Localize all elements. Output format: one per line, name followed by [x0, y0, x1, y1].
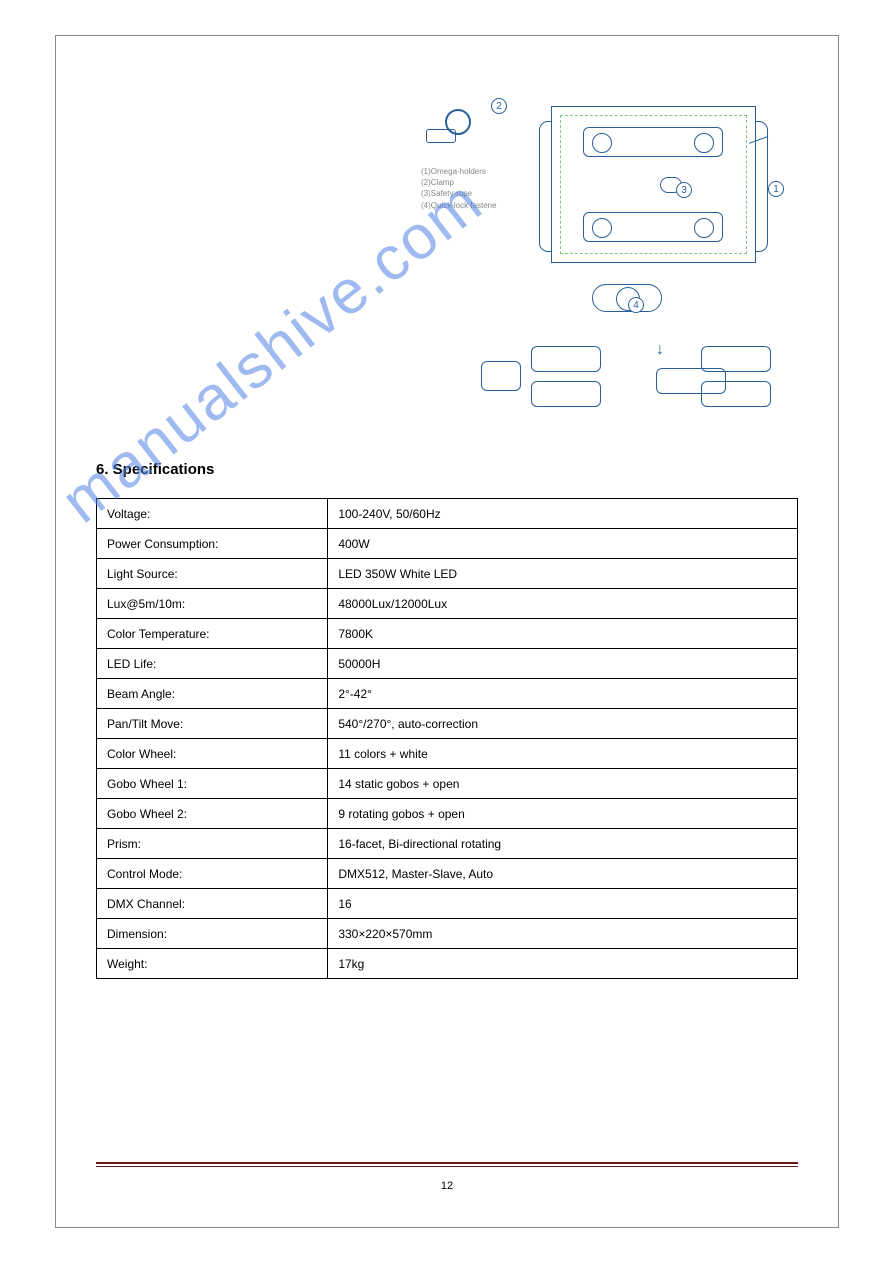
- spec-value: 9 rotating gobos + open: [328, 799, 798, 829]
- spec-value: 16: [328, 889, 798, 919]
- table-row: Gobo Wheel 1:14 static gobos + open: [97, 769, 798, 799]
- quicklock-fastener-icon: [592, 284, 662, 312]
- spec-value: 16-facet, Bi-directional rotating: [328, 829, 798, 859]
- legend-line: (3)Safety-rope: [421, 188, 497, 199]
- spec-value: 17kg: [328, 949, 798, 979]
- callout-2: 2: [491, 98, 507, 114]
- spec-value: 400W: [328, 529, 798, 559]
- page-border: 2 (1)Omega-holders (2)Clamp (3)Safety-ro…: [55, 35, 839, 1228]
- spec-value: 540°/270°, auto-correction: [328, 709, 798, 739]
- omega-holder-icon: [583, 212, 723, 242]
- page-number: 12: [441, 1180, 453, 1192]
- housing-box: [551, 106, 756, 263]
- table-row: Light Source:LED 350W White LED: [97, 559, 798, 589]
- diagram-image: 2 (1)Omega-holders (2)Clamp (3)Safety-ro…: [416, 96, 776, 416]
- legend-line: (4)Quick-lock fastene: [421, 200, 497, 211]
- spec-value: 7800K: [328, 619, 798, 649]
- spec-label: Prism:: [97, 829, 328, 859]
- table-row: LED Life:50000H: [97, 649, 798, 679]
- diagram-legend: (1)Omega-holders (2)Clamp (3)Safety-rope…: [421, 166, 497, 211]
- callout-3: 3: [676, 182, 692, 198]
- table-row: Power Consumption:400W: [97, 529, 798, 559]
- spec-value: DMX512, Master-Slave, Auto: [328, 859, 798, 889]
- legend-line: (1)Omega-holders: [421, 166, 497, 177]
- assembly-steps: ↓: [416, 336, 776, 416]
- table-row: Lux@5m/10m:48000Lux/12000Lux: [97, 589, 798, 619]
- spec-label: Gobo Wheel 2:: [97, 799, 328, 829]
- spec-label: Weight:: [97, 949, 328, 979]
- table-row: Weight:17kg: [97, 949, 798, 979]
- spec-label: Control Mode:: [97, 859, 328, 889]
- table-row: Color Wheel:11 colors + white: [97, 739, 798, 769]
- table-row: Color Temperature:7800K: [97, 619, 798, 649]
- specifications-heading: 6. Specifications: [96, 461, 798, 478]
- mounting-diagram: 2 (1)Omega-holders (2)Clamp (3)Safety-ro…: [96, 96, 798, 426]
- spec-value: 48000Lux/12000Lux: [328, 589, 798, 619]
- arrow-down-icon: ↓: [656, 341, 664, 359]
- table-row: Voltage:100-240V, 50/60Hz: [97, 499, 798, 529]
- table-row: Beam Angle:2°-42°: [97, 679, 798, 709]
- spec-value: 2°-42°: [328, 679, 798, 709]
- spec-value: 330×220×570mm: [328, 919, 798, 949]
- callout-1: 1: [768, 181, 784, 197]
- table-row: Gobo Wheel 2:9 rotating gobos + open: [97, 799, 798, 829]
- spec-label: LED Life:: [97, 649, 328, 679]
- spec-label: Voltage:: [97, 499, 328, 529]
- spec-value: 100-240V, 50/60Hz: [328, 499, 798, 529]
- spec-value: 11 colors + white: [328, 739, 798, 769]
- specifications-table: Voltage:100-240V, 50/60HzPower Consumpti…: [96, 498, 798, 979]
- spec-label: Pan/Tilt Move:: [97, 709, 328, 739]
- page-content: 2 (1)Omega-holders (2)Clamp (3)Safety-ro…: [56, 36, 838, 1227]
- callout-4: 4: [628, 297, 644, 313]
- spec-label: Dimension:: [97, 919, 328, 949]
- spec-label: Color Wheel:: [97, 739, 328, 769]
- spec-label: DMX Channel:: [97, 889, 328, 919]
- spec-value: 14 static gobos + open: [328, 769, 798, 799]
- spec-value: 50000H: [328, 649, 798, 679]
- table-row: Pan/Tilt Move:540°/270°, auto-correction: [97, 709, 798, 739]
- table-row: Prism:16-facet, Bi-directional rotating: [97, 829, 798, 859]
- spec-label: Beam Angle:: [97, 679, 328, 709]
- table-row: Dimension:330×220×570mm: [97, 919, 798, 949]
- spec-label: Lux@5m/10m:: [97, 589, 328, 619]
- table-row: DMX Channel:16: [97, 889, 798, 919]
- legend-line: (2)Clamp: [421, 177, 497, 188]
- spec-value: LED 350W White LED: [328, 559, 798, 589]
- spec-label: Light Source:: [97, 559, 328, 589]
- clamp-icon: [421, 104, 481, 154]
- footer-rule: [96, 1162, 798, 1167]
- spec-label: Color Temperature:: [97, 619, 328, 649]
- table-row: Control Mode:DMX512, Master-Slave, Auto: [97, 859, 798, 889]
- quicklock-row: [566, 284, 776, 344]
- spec-label: Gobo Wheel 1:: [97, 769, 328, 799]
- omega-holder-icon: [583, 127, 723, 157]
- spec-label: Power Consumption:: [97, 529, 328, 559]
